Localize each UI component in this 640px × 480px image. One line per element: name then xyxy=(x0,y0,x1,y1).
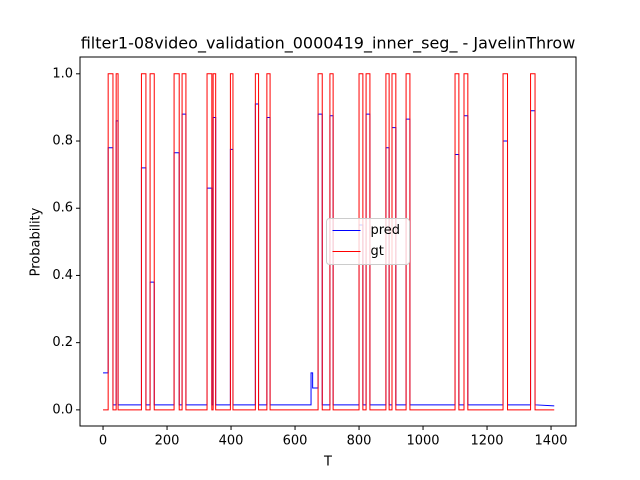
x-tick-label: 800 xyxy=(347,434,372,449)
y-tick-label: 0.4 xyxy=(52,268,73,283)
y-tick-label: 0.8 xyxy=(52,134,73,149)
x-tick-label: 600 xyxy=(283,434,308,449)
y-tick-label: 0.0 xyxy=(52,402,73,417)
legend-label: pred xyxy=(371,223,401,238)
y-tick-label: 1.0 xyxy=(52,66,73,81)
chart-title: filter1-08video_validation_0000419_inner… xyxy=(81,34,576,54)
y-tick-label: 0.6 xyxy=(52,201,73,216)
plot-frame xyxy=(79,56,577,427)
data-line xyxy=(103,73,555,411)
y-axis-label: Probability xyxy=(29,207,44,276)
x-tick-label: 200 xyxy=(155,434,180,449)
x-axis-label: T xyxy=(323,455,332,470)
x-tick-label: 1400 xyxy=(534,434,567,449)
y-tick-label: 0.2 xyxy=(52,335,73,350)
x-tick-label: 1000 xyxy=(406,434,439,449)
legend-label: gt xyxy=(371,244,384,259)
x-tick-label: 0 xyxy=(99,434,107,449)
x-tick-label: 400 xyxy=(219,434,244,449)
x-tick-label: 1200 xyxy=(470,434,503,449)
